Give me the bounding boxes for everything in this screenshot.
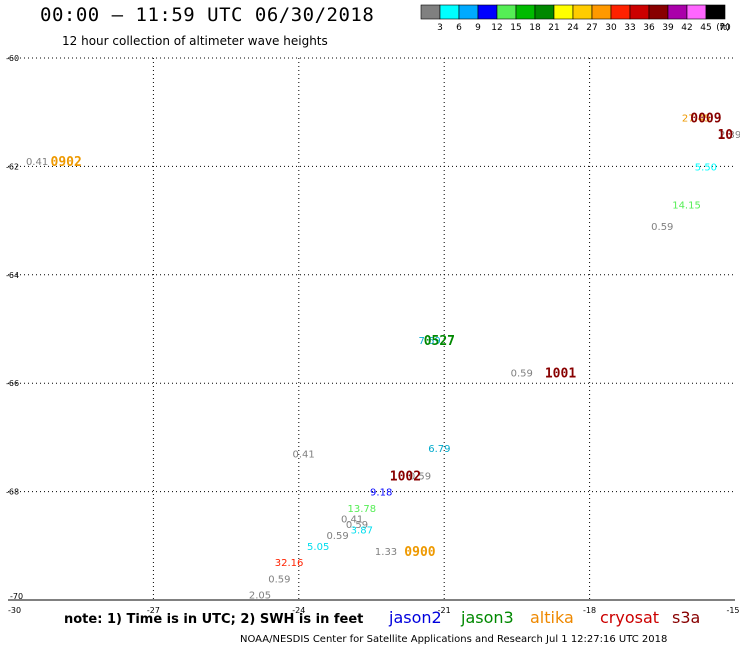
- legend-label: 30: [605, 23, 617, 33]
- legend-swatch: [629, 4, 650, 20]
- time-label: 10: [717, 128, 733, 143]
- swh-label: 3.87: [351, 526, 373, 537]
- color-legend: 3 6 9 12 15 18 21 24 27 30 33 36 39 42 45 70(ft): [420, 4, 731, 33]
- satellite-jason2: jason2: [389, 608, 442, 627]
- legend-label: 9: [475, 23, 481, 33]
- swh-label: 14.15: [672, 200, 701, 211]
- legend-label: 18: [529, 23, 541, 33]
- time-label: 0900: [404, 545, 435, 560]
- legend-label: 21: [548, 23, 559, 33]
- x-tick-label: -24: [292, 606, 305, 615]
- legend-label: 42: [681, 23, 692, 33]
- swh-label: 0.59: [326, 531, 348, 542]
- data-labels: 0.410.410.596.797.690.590.5914.155.5027.…: [26, 112, 740, 602]
- legend-swatch: [705, 4, 726, 20]
- y-tick-label: -62: [6, 162, 19, 171]
- satellite-cryosat: cryosat: [600, 608, 660, 627]
- legend-label: 6: [456, 23, 462, 33]
- swh-label: 5.05: [307, 542, 329, 553]
- time-label: 1002: [390, 469, 421, 484]
- swh-label: 0.41: [293, 450, 315, 461]
- time-label: 0527: [424, 334, 455, 349]
- time-label: 1001: [545, 366, 576, 381]
- satellite-jason3: jason3: [461, 608, 514, 627]
- grid-lines: [8, 57, 735, 601]
- swh-label: 0.59: [409, 471, 431, 482]
- swh-label: 5.50: [695, 162, 717, 173]
- legend-swatch: [572, 4, 593, 20]
- x-tick-label: -21: [438, 606, 451, 615]
- legend-swatch: [496, 4, 517, 20]
- swh-label: 27.45: [682, 114, 711, 125]
- legend-label: (ft): [716, 23, 730, 33]
- swh-label: 1.33: [375, 547, 397, 558]
- legend-swatch: [458, 4, 479, 20]
- time-label: 0902: [51, 155, 82, 170]
- swh-label: 13.78: [347, 504, 376, 515]
- legend-swatch: [515, 4, 536, 20]
- legend-label: 39: [662, 23, 674, 33]
- legend-label: 70: [719, 23, 731, 33]
- x-tick-label: -15: [726, 606, 739, 615]
- footnote: note: 1) Time is in UTC; 2) SWH is in fe…: [64, 612, 364, 627]
- legend-swatch: [686, 4, 707, 20]
- legend-label: 12: [491, 23, 502, 33]
- legend-swatch: [477, 4, 498, 20]
- legend-swatch: [667, 4, 688, 20]
- y-tick-label: -66: [6, 379, 19, 388]
- swh-label: 32.16: [275, 558, 304, 569]
- legend-label: 36: [643, 23, 655, 33]
- legend-swatch: [648, 4, 669, 20]
- swh-label: 0.59: [651, 222, 673, 233]
- legend-swatch: [553, 4, 574, 20]
- page-title: 00:00 – 11:59 UTC 06/30/2018: [40, 4, 375, 26]
- swh-label: 6.79: [428, 444, 450, 455]
- y-tick-label: -68: [6, 488, 19, 497]
- axis-ticks: -30 -27 -24 -21 -18 -15 -60 -62 -64 -66 -68 -70: [6, 54, 740, 615]
- legend-label: 24: [567, 23, 579, 33]
- legend-label: 3: [437, 23, 443, 33]
- satellite-altika: altika: [530, 608, 574, 627]
- y-tick-label: -64: [6, 271, 19, 280]
- credit-line: NOAA/NESDIS Center for Satellite Applica…: [240, 634, 668, 645]
- swh-label: 0.41: [26, 157, 48, 168]
- satellite-s3a: s3a: [672, 608, 701, 627]
- swh-label: 2.39: [719, 130, 740, 141]
- swh-label: 0.59: [268, 574, 290, 585]
- y-tick-label: -70: [10, 592, 23, 601]
- legend-label: 15: [510, 23, 521, 33]
- x-tick-label: -18: [583, 606, 596, 615]
- swh-label: 2.05: [249, 591, 271, 602]
- legend-swatch: [420, 4, 441, 20]
- swh-label: 0.59: [511, 368, 533, 379]
- swh-label: 9.18: [370, 488, 392, 499]
- swh-label: 0.59: [346, 520, 368, 531]
- legend-swatch: [439, 4, 460, 20]
- time-label: 0009: [690, 112, 721, 127]
- y-tick-label: -60: [6, 54, 19, 63]
- swh-label: 0.41: [341, 515, 363, 526]
- x-tick-label: -27: [147, 606, 160, 615]
- x-tick-label: -30: [8, 606, 21, 615]
- swh-label: 7.69: [419, 336, 441, 347]
- legend-label: 45: [700, 23, 711, 33]
- legend-swatch: [591, 4, 612, 20]
- legend-label: 27: [586, 23, 597, 33]
- legend-label: 33: [624, 23, 635, 33]
- legend-swatch: [610, 4, 631, 20]
- page-subtitle: 12 hour collection of altimeter wave hei…: [62, 34, 328, 48]
- legend-swatch: [534, 4, 555, 20]
